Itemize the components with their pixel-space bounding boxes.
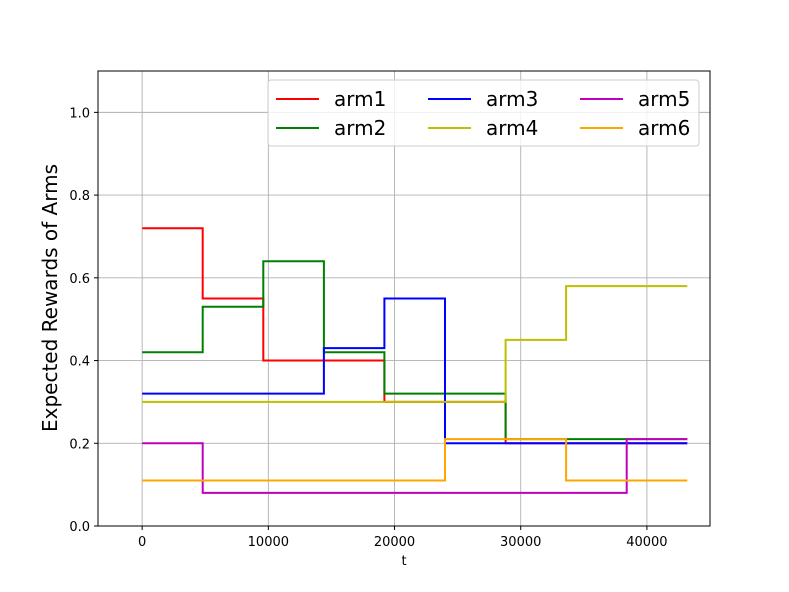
x-tick-label: 10000 (248, 535, 289, 550)
y-tick-label: 0.0 (69, 520, 90, 535)
x-axis-label: t (401, 554, 406, 569)
legend-label-arm6: arm6 (638, 116, 690, 140)
y-axis-label: Expected Rewards of Arms (38, 164, 62, 432)
y-tick-label: 1.0 (69, 106, 90, 121)
x-axis: 0 10000 20000 30000 40000 (138, 526, 668, 550)
x-tick-label: 0 (138, 535, 146, 550)
legend-label-arm5: arm5 (638, 87, 690, 111)
legend-label-arm4: arm4 (486, 116, 538, 140)
x-tick-label: 20000 (374, 535, 415, 550)
series-line-arm4 (142, 285, 688, 403)
x-tick-label: 40000 (626, 535, 667, 550)
y-tick-label: 0.8 (69, 189, 90, 204)
y-axis: 0.0 0.2 0.4 0.6 0.8 1.0 (69, 106, 98, 535)
plot-frame (97, 70, 711, 527)
series-line-arm6 (142, 438, 688, 482)
series-line-arm5 (142, 438, 688, 494)
y-tick-label: 0.4 (69, 355, 90, 370)
series-lines (142, 227, 688, 494)
legend-box (267, 79, 700, 147)
y-tick-label: 0.2 (69, 437, 90, 452)
legend-label-arm1: arm1 (334, 87, 386, 111)
legend: arm1 arm2 arm3 arm4 arm5 arm6 (267, 79, 700, 147)
y-tick-label: 0.6 (69, 272, 90, 287)
legend-label-arm3: arm3 (486, 87, 538, 111)
x-tick-label: 30000 (500, 535, 541, 550)
legend-label-arm2: arm2 (334, 116, 386, 140)
